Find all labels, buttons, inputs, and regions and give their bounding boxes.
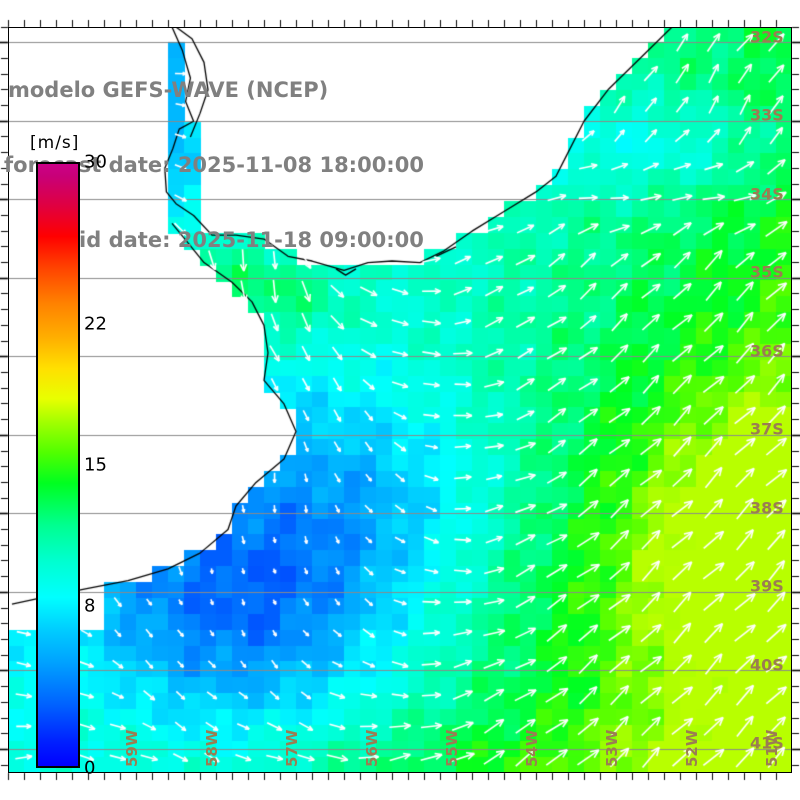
colorbar-tick-30: 30 [84,151,107,173]
lat-label-40S: 40S [750,655,784,675]
lon-label-55W: 55W [443,729,461,767]
colorbar-tick-8: 8 [84,595,96,617]
lon-label-58W: 58W [203,729,221,767]
colorbar-tick-22: 22 [84,313,107,335]
lat-label-36S: 36S [750,341,784,361]
colorbar-gradient [36,162,80,768]
colorbar[interactable] [36,162,80,768]
lat-label-34S: 34S [750,184,784,204]
lat-label-35S: 35S [750,262,784,282]
lat-label-33S: 33S [750,105,784,125]
lat-label-39S: 39S [750,576,784,596]
lat-label-41S: 41S [750,733,784,753]
lon-label-52W: 52W [683,729,701,767]
lon-label-54W: 54W [523,729,541,767]
lon-label-59W: 59W [123,729,141,767]
lat-label-38S: 38S [750,498,784,518]
lon-label-57W: 57W [283,729,301,767]
model-title: modelo GEFS-WAVE (NCEP) [8,78,329,102]
lon-label-53W: 53W [603,729,621,767]
lat-label-32S: 32S [750,27,784,47]
colorbar-unit-label: [m/s] [30,133,80,153]
lon-label-56W: 56W [363,729,381,767]
colorbar-tick-15: 15 [84,454,107,476]
lat-label-37S: 37S [750,419,784,439]
colorbar-tick-0: 0 [84,757,96,779]
